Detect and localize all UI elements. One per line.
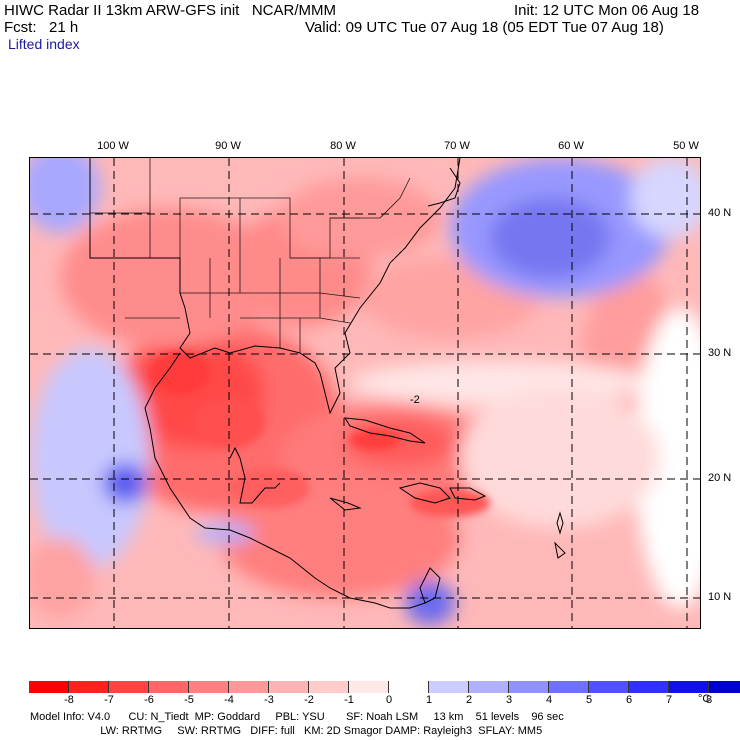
colorbar-unit: °C (698, 693, 711, 705)
colorbar-tick: 6 (625, 694, 633, 706)
model-title: HIWC Radar II 13km ARW-GFS init NCAR/MMM (4, 2, 336, 19)
colorbar-tick: 4 (545, 694, 553, 706)
colorbar-tick: 7 (665, 694, 673, 706)
colorbar-swatch (109, 681, 149, 693)
colorbar-tick: -7 (104, 694, 114, 706)
lon-label-100w: 100 W (97, 140, 129, 152)
lat-label-10n: 10 N (708, 591, 732, 603)
lat-label-30n: 30 N (708, 347, 732, 359)
colorbar-swatch (709, 681, 740, 693)
colorbar-ticks: -8 -7 -6 -5 -4 -3 -2 -1 0 1 2 3 4 5 6 7 8 (29, 694, 713, 708)
colorbar-swatch (469, 681, 509, 693)
colorbar-tick: 8 (705, 694, 713, 706)
colorbar-swatch (549, 681, 589, 693)
colorbar-tick: 3 (505, 694, 513, 706)
state-borders (89, 158, 411, 353)
colorbar-swatch (149, 681, 189, 693)
colorbar-swatch (349, 681, 389, 693)
colorbar-swatch (509, 681, 549, 693)
colorbar-swatch (229, 681, 269, 693)
coastlines (89, 158, 566, 609)
colorbar-tick: -5 (184, 694, 194, 706)
lat-label-20n: 20 N (708, 472, 732, 484)
forecast-hour: Fcst: 21 h (4, 19, 79, 36)
colorbar-swatch (429, 681, 469, 693)
colorbar-tick: -1 (344, 694, 354, 706)
lifted-index-map: -2 (29, 157, 701, 629)
colorbar-swatch (69, 681, 109, 693)
colorbar-swatch (389, 681, 429, 693)
lon-label-70w: 70 W (444, 140, 470, 152)
colorbar-tick: -3 (264, 694, 274, 706)
lon-label-90w: 90 W (215, 140, 241, 152)
colorbar-swatch (309, 681, 349, 693)
field-name: Lifted index (8, 36, 80, 52)
colorbar-swatch (589, 681, 629, 693)
init-time: Init: 12 UTC Mon 06 Aug 18 (514, 2, 700, 19)
lon-label-50w: 50 W (673, 140, 699, 152)
colorbar-tick: 5 (585, 694, 593, 706)
lat-label-40n: 40 N (708, 207, 732, 219)
colorbar-tick: 1 (425, 694, 433, 706)
colorbar-tick: -8 (64, 694, 74, 706)
valid-time: Valid: 09 UTC Tue 07 Aug 18 (05 EDT Tue … (305, 19, 664, 36)
colorbar-swatch (269, 681, 309, 693)
latlon-grid (30, 158, 700, 628)
colorbar-tick: 0 (385, 694, 393, 706)
colorbar-swatch (669, 681, 709, 693)
colorbar-swatch (189, 681, 229, 693)
colorbar-tick: -4 (224, 694, 234, 706)
map-canvas: -2 (30, 158, 700, 628)
model-info-line1: Model Info: V4.0 CU: N_Tiedt MP: Goddard… (30, 711, 564, 723)
colorbar-swatch (29, 681, 69, 693)
lon-label-80w: 80 W (330, 140, 356, 152)
colorbar-tick: -2 (304, 694, 314, 706)
colorbar-tick: -6 (144, 694, 154, 706)
contour-label: -2 (410, 394, 420, 406)
colorbar-swatch (629, 681, 669, 693)
model-info-line2: LW: RRTMG SW: RRTMG DIFF: full KM: 2D Sm… (30, 725, 543, 737)
lon-label-60w: 60 W (558, 140, 584, 152)
colorbar-tick: 2 (465, 694, 473, 706)
colorbar (29, 681, 740, 693)
